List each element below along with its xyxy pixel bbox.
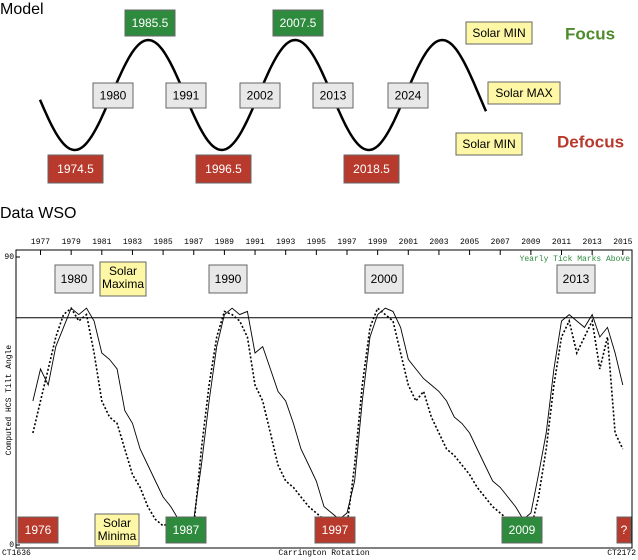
maximum-label: 1990 xyxy=(215,272,242,286)
minimum-label: 2009 xyxy=(509,523,536,537)
trough-label: 1974.5 xyxy=(57,162,94,176)
x-tick-label: 1989 xyxy=(215,238,234,247)
data-title: Data WSO xyxy=(0,205,76,222)
crossing-label-box xyxy=(239,82,281,109)
trough-label: 2018.5 xyxy=(353,162,390,176)
crossing-label: 1980 xyxy=(100,89,127,103)
minima-note: Solar xyxy=(103,516,131,530)
maximum-label: 2013 xyxy=(563,272,590,286)
trough-label-box xyxy=(195,154,252,184)
x-tick-label: 1979 xyxy=(62,238,81,247)
crossing-label-box xyxy=(165,82,207,109)
minimum-label-box xyxy=(165,516,207,544)
trough-label: 1996.5 xyxy=(205,162,242,176)
x-tick-label: 1995 xyxy=(307,238,326,247)
x-tick-label: 1987 xyxy=(184,238,203,247)
y-tick-label: 0 xyxy=(9,541,14,550)
note: Yearly Tick Marks Above xyxy=(520,255,631,264)
x-tick-label: 1993 xyxy=(276,238,295,247)
minimum-label-box xyxy=(501,516,543,544)
maximum-label: 2000 xyxy=(371,272,398,286)
state-label: Solar MIN xyxy=(472,26,525,40)
state-label-box xyxy=(455,132,523,156)
x-tick-label: 1985 xyxy=(154,238,173,247)
crossing-label-box xyxy=(387,82,429,109)
maxima-note: Solar xyxy=(109,264,137,278)
crossing-label: 2024 xyxy=(395,89,422,103)
x-tick-label: 1983 xyxy=(123,238,142,247)
x-tick-label: 2005 xyxy=(460,238,479,247)
x-tick-label: 1977 xyxy=(31,238,50,247)
x-tick-label: 2011 xyxy=(552,238,571,247)
defocus-label: Defocus xyxy=(557,132,624,151)
crossing-label: 1991 xyxy=(173,89,200,103)
y-tick-label: 90 xyxy=(4,253,14,262)
minimum-label-box xyxy=(314,516,356,544)
x-tick-label: 1999 xyxy=(368,238,387,247)
x-tick-label: 1981 xyxy=(92,238,111,247)
plot-frame xyxy=(15,249,633,549)
minimum-label: ? xyxy=(621,523,628,537)
crossing-label-box xyxy=(312,82,354,109)
maximum-label-box xyxy=(208,264,248,294)
x-tick-label: 2015 xyxy=(613,238,632,247)
minimum-label: 1997 xyxy=(322,523,349,537)
maxima-note-box xyxy=(99,261,147,297)
data-line xyxy=(32,306,624,534)
x-tick-label: 1997 xyxy=(337,238,356,247)
crossing-label-box xyxy=(92,82,134,109)
maximum-label: 1980 xyxy=(61,272,88,286)
maximum-label-box xyxy=(556,264,596,294)
minimum-label-box xyxy=(17,516,59,544)
state-label-box xyxy=(465,21,533,45)
x-tick-label: 2001 xyxy=(399,238,418,247)
x-tick-label: 2003 xyxy=(429,238,448,247)
minimum-label: 1976 xyxy=(25,523,52,537)
x-tick-label: 2009 xyxy=(521,238,540,247)
minima-note: Minima xyxy=(98,529,137,543)
focus-label: Focus xyxy=(565,24,615,43)
x-end-label: CT2172 xyxy=(607,549,636,558)
minima-note-box xyxy=(94,513,140,547)
state-label-box xyxy=(487,81,561,105)
peak-label-box xyxy=(124,9,176,37)
peak-label-box xyxy=(272,9,324,37)
trough-label-box xyxy=(343,154,400,184)
x-tick-label: 2007 xyxy=(491,238,510,247)
crossing-label: 2002 xyxy=(247,89,274,103)
x-axis-label: Carrington Rotation xyxy=(278,549,369,558)
state-label: Solar MIN xyxy=(462,137,515,151)
maximum-label-box xyxy=(364,264,404,294)
model-title: Model xyxy=(0,1,44,18)
x-tick-label: 2013 xyxy=(583,238,602,247)
y-axis-label: Computed HCS Tilt Angle xyxy=(5,345,14,456)
peak-label: 1985.5 xyxy=(132,16,169,30)
peak-label: 2007.5 xyxy=(280,16,317,30)
x-tick-label: 1991 xyxy=(245,238,264,247)
state-label: Solar MAX xyxy=(495,86,552,100)
maxima-note: Maxima xyxy=(102,277,144,291)
data-line xyxy=(32,307,624,530)
trough-label-box xyxy=(47,154,104,184)
minimum-label: 1987 xyxy=(173,523,200,537)
x-start-label: CT1636 xyxy=(2,549,31,558)
crossing-label: 2013 xyxy=(320,89,347,103)
maximum-label-box xyxy=(54,264,94,294)
minimum-label-box xyxy=(616,516,632,544)
